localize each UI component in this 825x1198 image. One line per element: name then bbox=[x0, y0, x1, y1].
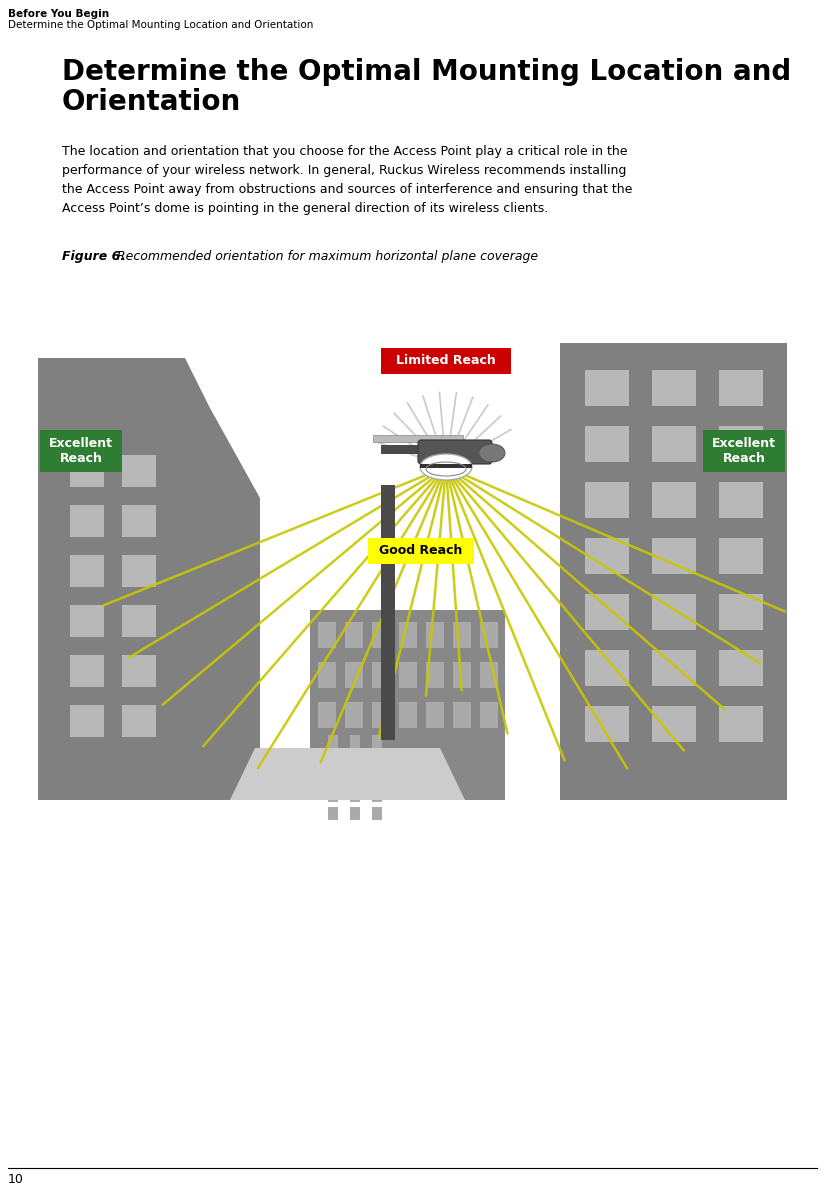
Bar bbox=[318, 702, 336, 728]
Ellipse shape bbox=[479, 444, 505, 462]
Bar bbox=[122, 655, 156, 686]
Bar bbox=[122, 605, 156, 637]
Bar bbox=[426, 702, 444, 728]
Bar bbox=[328, 807, 338, 819]
Bar bbox=[480, 662, 498, 688]
Text: Determine the Optimal Mounting Location and Orientation: Determine the Optimal Mounting Location … bbox=[8, 20, 314, 30]
Bar bbox=[453, 622, 471, 648]
Bar bbox=[719, 651, 763, 686]
Bar bbox=[345, 702, 363, 728]
Bar bbox=[368, 538, 474, 564]
Text: performance of your wireless network. In general, Ruckus Wireless recommends ins: performance of your wireless network. In… bbox=[62, 164, 626, 177]
Text: Before You Begin: Before You Begin bbox=[8, 10, 109, 19]
Bar bbox=[453, 662, 471, 688]
Bar bbox=[585, 370, 629, 406]
Bar bbox=[328, 772, 338, 783]
Bar bbox=[652, 426, 696, 462]
Bar bbox=[122, 506, 156, 537]
Text: Excellent
Reach: Excellent Reach bbox=[712, 437, 776, 465]
Bar bbox=[372, 807, 382, 819]
Bar bbox=[719, 594, 763, 630]
Bar bbox=[70, 506, 104, 537]
Bar bbox=[399, 662, 417, 688]
Text: the Access Point away from obstructions and sources of interference and ensuring: the Access Point away from obstructions … bbox=[62, 183, 633, 196]
Bar bbox=[381, 347, 511, 374]
Text: Access Point’s dome is pointing in the general direction of its wireless clients: Access Point’s dome is pointing in the g… bbox=[62, 202, 549, 214]
Bar bbox=[70, 455, 104, 488]
Bar bbox=[719, 370, 763, 406]
Polygon shape bbox=[230, 748, 465, 800]
Bar bbox=[453, 702, 471, 728]
Bar bbox=[70, 704, 104, 737]
Bar bbox=[70, 655, 104, 686]
Text: Recommended orientation for maximum horizontal plane coverage: Recommended orientation for maximum hori… bbox=[117, 250, 538, 264]
Bar bbox=[480, 622, 498, 648]
Bar bbox=[652, 706, 696, 742]
Bar bbox=[350, 754, 360, 766]
Bar bbox=[372, 662, 390, 688]
Bar bbox=[70, 555, 104, 587]
Bar bbox=[345, 662, 363, 688]
Bar bbox=[420, 464, 472, 468]
Bar bbox=[585, 426, 629, 462]
Bar bbox=[372, 622, 390, 648]
Bar bbox=[652, 370, 696, 406]
Text: Determine the Optimal Mounting Location and: Determine the Optimal Mounting Location … bbox=[62, 58, 791, 86]
Bar bbox=[122, 704, 156, 737]
Text: 10: 10 bbox=[8, 1173, 24, 1186]
Bar bbox=[345, 622, 363, 648]
Bar bbox=[350, 736, 360, 748]
Bar bbox=[703, 430, 785, 472]
Polygon shape bbox=[38, 358, 260, 800]
Bar bbox=[122, 555, 156, 587]
Bar bbox=[480, 702, 498, 728]
Bar bbox=[652, 594, 696, 630]
Text: Limited Reach: Limited Reach bbox=[396, 355, 496, 368]
Bar bbox=[399, 702, 417, 728]
Bar bbox=[372, 736, 382, 748]
Bar bbox=[70, 605, 104, 637]
Bar bbox=[719, 426, 763, 462]
Bar bbox=[585, 651, 629, 686]
Bar bbox=[426, 622, 444, 648]
Text: The location and orientation that you choose for the Access Point play a critica: The location and orientation that you ch… bbox=[62, 145, 628, 158]
Bar bbox=[426, 662, 444, 688]
Bar bbox=[719, 538, 763, 574]
Bar bbox=[122, 455, 156, 488]
Bar bbox=[381, 485, 395, 740]
Bar bbox=[328, 754, 338, 766]
Bar bbox=[373, 435, 463, 442]
Bar bbox=[719, 706, 763, 742]
Ellipse shape bbox=[420, 454, 472, 480]
Bar bbox=[652, 651, 696, 686]
Polygon shape bbox=[310, 610, 505, 800]
Bar bbox=[372, 702, 390, 728]
Bar bbox=[40, 430, 122, 472]
Bar bbox=[719, 482, 763, 518]
Bar bbox=[652, 538, 696, 574]
Text: Orientation: Orientation bbox=[62, 87, 241, 116]
FancyBboxPatch shape bbox=[418, 440, 492, 464]
Bar bbox=[318, 622, 336, 648]
Bar bbox=[350, 772, 360, 783]
Polygon shape bbox=[560, 343, 787, 800]
Bar bbox=[585, 482, 629, 518]
Bar bbox=[585, 706, 629, 742]
Text: Good Reach: Good Reach bbox=[380, 545, 463, 557]
Text: Figure 6.: Figure 6. bbox=[62, 250, 125, 264]
Bar bbox=[318, 662, 336, 688]
Bar bbox=[328, 736, 338, 748]
Bar bbox=[350, 789, 360, 801]
Bar bbox=[652, 482, 696, 518]
Bar bbox=[399, 622, 417, 648]
Bar bbox=[328, 789, 338, 801]
Text: Excellent
Reach: Excellent Reach bbox=[49, 437, 113, 465]
Bar bbox=[381, 444, 451, 454]
Bar bbox=[350, 807, 360, 819]
Bar bbox=[585, 594, 629, 630]
Bar bbox=[372, 772, 382, 783]
Bar bbox=[372, 754, 382, 766]
Bar bbox=[585, 538, 629, 574]
Bar bbox=[372, 789, 382, 801]
